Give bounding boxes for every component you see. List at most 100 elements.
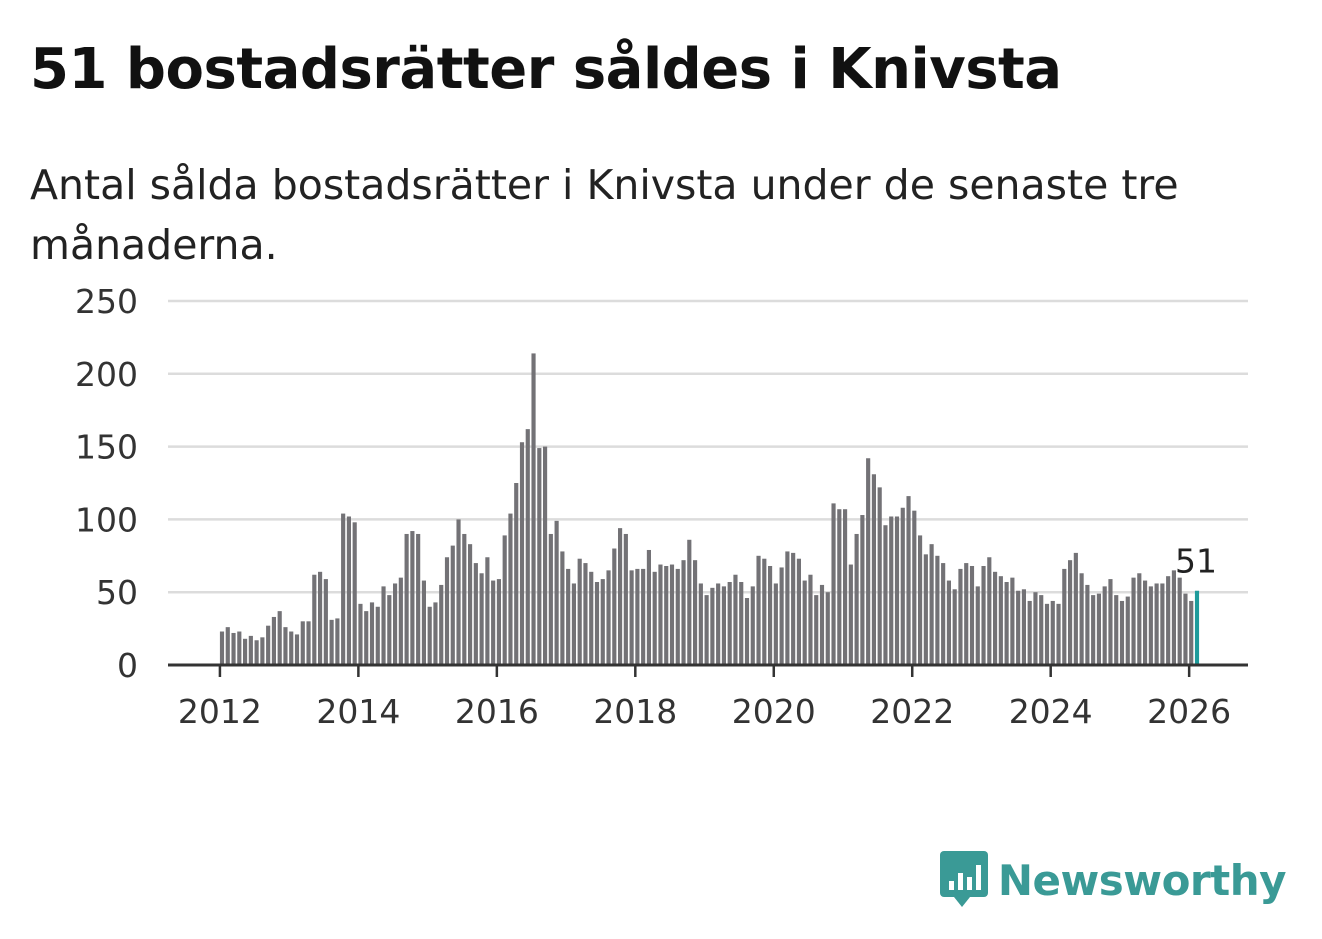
bar <box>294 634 300 665</box>
bar <box>381 586 386 665</box>
bar <box>618 528 623 665</box>
bar <box>543 446 548 665</box>
bar <box>1056 603 1061 665</box>
bar <box>514 483 519 665</box>
bar <box>929 544 934 665</box>
bar <box>439 584 444 665</box>
bar <box>496 579 501 665</box>
bar <box>843 509 848 665</box>
bar <box>1068 560 1073 665</box>
bar <box>819 584 825 665</box>
bar <box>341 513 346 665</box>
bar <box>646 549 651 665</box>
bar <box>485 557 490 665</box>
bar <box>260 637 265 665</box>
bar <box>964 563 969 665</box>
bar <box>271 616 276 665</box>
bar <box>548 533 553 665</box>
bar <box>346 516 351 665</box>
bar <box>831 503 836 665</box>
bar <box>744 598 750 665</box>
bar <box>289 631 294 665</box>
bar <box>1177 577 1182 665</box>
bar <box>231 632 236 665</box>
bar <box>398 577 403 665</box>
bar <box>941 563 946 665</box>
bar <box>606 570 611 665</box>
bar <box>796 558 801 665</box>
bar <box>369 602 375 665</box>
bar <box>1096 593 1101 665</box>
bar <box>600 579 605 665</box>
bar <box>329 619 334 665</box>
bar <box>1183 593 1188 665</box>
bar <box>1148 586 1153 665</box>
bar <box>1166 576 1171 665</box>
bar <box>866 458 871 665</box>
bar <box>1143 580 1148 665</box>
bar <box>1044 603 1050 665</box>
bar <box>1189 600 1194 665</box>
bar <box>421 580 426 665</box>
bar <box>571 583 576 665</box>
bars <box>219 353 1200 665</box>
bar <box>312 574 317 665</box>
x-tick-label: 2024 <box>1009 692 1093 731</box>
bar <box>687 539 692 665</box>
y-axis-labels: 0 50 100 150 200 250 <box>75 282 138 685</box>
bar <box>594 582 600 665</box>
bar <box>664 565 669 665</box>
bar <box>1016 590 1021 665</box>
bar <box>444 557 450 665</box>
bar <box>416 533 421 665</box>
bar <box>1010 577 1015 665</box>
bar <box>808 574 813 665</box>
bar <box>237 631 242 665</box>
bar <box>433 602 438 665</box>
bar <box>1108 579 1113 665</box>
bar <box>912 510 917 665</box>
bar <box>1062 568 1067 665</box>
bar <box>727 582 732 665</box>
bar <box>975 586 980 665</box>
bar <box>698 583 703 665</box>
bar-chart: 0 50 100 150 200 250 2012 2014 2016 2018 2020 2022… <box>75 282 1248 731</box>
bar <box>894 516 900 665</box>
bar <box>802 580 807 665</box>
bar <box>525 429 530 665</box>
x-axis <box>168 663 1248 677</box>
bar <box>225 627 230 665</box>
x-tick-label: 2012 <box>178 692 262 731</box>
bar <box>410 531 415 665</box>
bar <box>323 579 328 665</box>
bar <box>375 606 380 665</box>
bar <box>283 627 288 665</box>
bar <box>1102 586 1107 665</box>
bar <box>987 557 992 665</box>
bar <box>750 586 755 665</box>
bar <box>462 533 467 665</box>
bar <box>479 573 484 665</box>
bar <box>450 545 455 665</box>
chart-title: 51 bostadsrätter såldes i Knivsta <box>30 37 1062 102</box>
bar <box>739 582 744 665</box>
bar <box>825 592 830 665</box>
bar <box>952 589 957 665</box>
last-value-annotation: 51 <box>1175 542 1217 581</box>
bar <box>785 551 790 665</box>
bar <box>918 535 923 665</box>
bar <box>756 555 761 665</box>
bar <box>629 570 634 665</box>
x-tick-label: 2022 <box>870 692 954 731</box>
brand-name: Newsworthy <box>997 855 1287 905</box>
bar <box>837 509 842 665</box>
bar <box>710 587 715 665</box>
x-tick-label: 2020 <box>732 692 816 731</box>
bar <box>352 522 357 665</box>
y-tick-label: 150 <box>75 428 138 467</box>
bar <box>1131 577 1136 665</box>
bar <box>468 544 473 665</box>
chart-subtitle: Antal sålda bostadsrätter i Knivsta unde… <box>30 161 1179 269</box>
bar <box>669 564 675 665</box>
bar <box>900 507 905 665</box>
